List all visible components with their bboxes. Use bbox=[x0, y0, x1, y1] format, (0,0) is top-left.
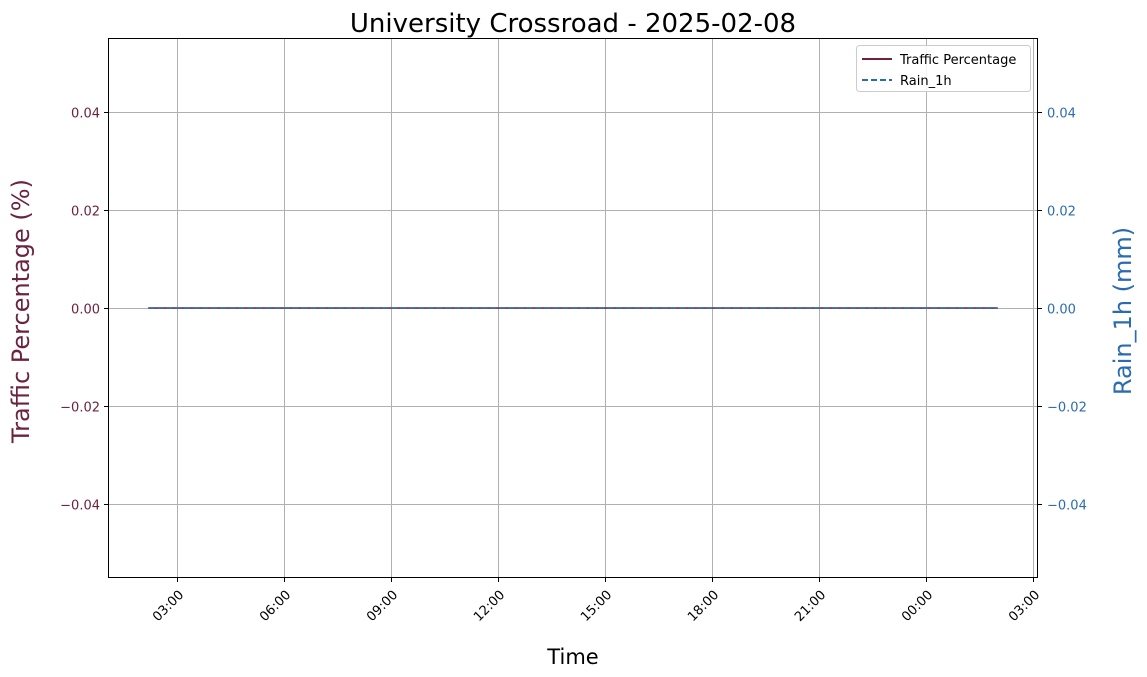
x-tick-label: 18:00 bbox=[685, 588, 722, 625]
legend-label-rain: Rain_1h bbox=[900, 74, 952, 89]
legend-box bbox=[856, 45, 1031, 92]
x-tick-label: 21:00 bbox=[792, 588, 829, 625]
y-right-tick-label: −0.02 bbox=[1047, 401, 1087, 416]
y-left-tick-label: 0.04 bbox=[71, 107, 100, 122]
chart-title: University Crossroad - 2025-02-08 bbox=[350, 9, 796, 39]
x-tick-label: 00:00 bbox=[899, 588, 936, 625]
y-axis-right-label: Rain_1h (mm) bbox=[1109, 227, 1137, 395]
y-right-tick-label: 0.04 bbox=[1047, 107, 1076, 122]
y-left-tick-label: 0.02 bbox=[71, 205, 100, 220]
y-axis-right: 0.04 0.02 0.00 −0.02 −0.04 bbox=[1037, 107, 1087, 514]
y-axis-left: 0.04 0.02 0.00 −0.02 −0.04 bbox=[60, 107, 109, 514]
x-axis-label: Time bbox=[546, 645, 598, 669]
legend: Traffic Percentage Rain_1h bbox=[856, 45, 1031, 92]
legend-label-traffic: Traffic Percentage bbox=[899, 53, 1016, 68]
y-left-tick-label: −0.04 bbox=[60, 499, 100, 514]
x-tick-label: 03:00 bbox=[1006, 588, 1043, 625]
x-axis: 03:00 06:00 09:00 12:00 15:00 18:00 21:00 00:00… bbox=[150, 577, 1043, 625]
y-right-tick-label: 0.00 bbox=[1047, 303, 1076, 318]
y-axis-left-label: Traffic Percentage (%) bbox=[7, 179, 35, 444]
y-right-tick-label: −0.04 bbox=[1047, 499, 1087, 514]
y-right-tick-label: 0.02 bbox=[1047, 205, 1076, 220]
x-tick-label: 06:00 bbox=[257, 588, 294, 625]
x-tick-label: 03:00 bbox=[150, 588, 187, 625]
x-tick-label: 09:00 bbox=[364, 588, 401, 625]
y-left-tick-label: 0.00 bbox=[71, 303, 100, 318]
x-tick-label: 12:00 bbox=[471, 588, 508, 625]
x-tick-label: 15:00 bbox=[578, 588, 615, 625]
y-left-tick-label: −0.02 bbox=[60, 401, 100, 416]
